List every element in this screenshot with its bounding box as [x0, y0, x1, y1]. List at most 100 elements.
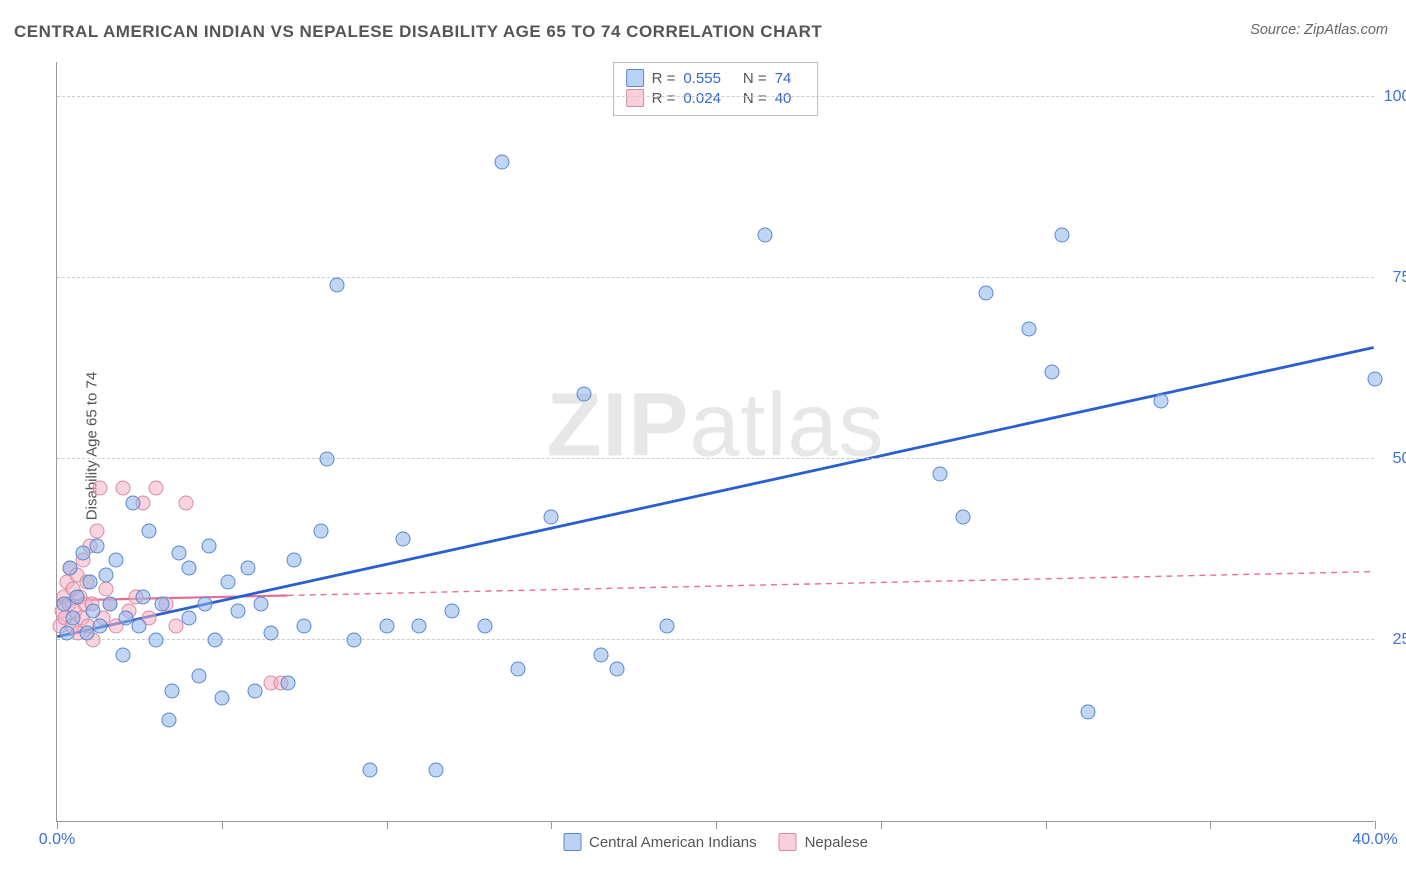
data-point-blue: [69, 589, 84, 604]
data-point-blue: [758, 227, 773, 242]
n-value: 74: [775, 70, 792, 87]
r-value: 0.024: [683, 90, 721, 107]
data-point-blue: [191, 669, 206, 684]
data-point-blue: [610, 662, 625, 677]
x-tick: [57, 821, 58, 829]
data-point-blue: [214, 690, 229, 705]
data-point-blue: [412, 618, 427, 633]
data-point-blue: [313, 524, 328, 539]
data-point-blue: [1054, 227, 1069, 242]
data-point-blue: [933, 466, 948, 481]
x-tick: [222, 821, 223, 829]
data-point-blue: [181, 560, 196, 575]
data-point-blue: [102, 596, 117, 611]
data-point-pink: [92, 481, 107, 496]
data-point-blue: [165, 683, 180, 698]
data-point-blue: [115, 647, 130, 662]
trend-line: [288, 572, 1374, 596]
data-point-blue: [1045, 365, 1060, 380]
r-label: R =: [652, 70, 676, 87]
source-attribution: Source: ZipAtlas.com: [1250, 22, 1388, 38]
grid-line: [57, 458, 1374, 459]
data-point-blue: [208, 633, 223, 648]
r-label: R =: [652, 90, 676, 107]
grid-line: [57, 277, 1374, 278]
data-point-blue: [979, 285, 994, 300]
r-value: 0.555: [683, 70, 721, 87]
data-point-blue: [89, 538, 104, 553]
legend-series: Central American Indians Nepalese: [563, 833, 868, 851]
data-point-blue: [494, 155, 509, 170]
data-point-blue: [1153, 394, 1168, 409]
legend-swatch: [626, 89, 644, 107]
x-tick-label: 40.0%: [1352, 831, 1397, 849]
data-point-blue: [428, 763, 443, 778]
legend-item: Nepalese: [779, 833, 868, 851]
data-point-pink: [148, 481, 163, 496]
y-tick-label: 50.0%: [1393, 450, 1406, 468]
data-point-blue: [280, 676, 295, 691]
data-point-blue: [1081, 705, 1096, 720]
legend-swatch: [626, 69, 644, 87]
data-point-pink: [89, 524, 104, 539]
data-point-blue: [198, 596, 213, 611]
data-point-blue: [1022, 321, 1037, 336]
x-tick: [881, 821, 882, 829]
data-point-pink: [115, 481, 130, 496]
data-point-blue: [264, 625, 279, 640]
data-point-blue: [593, 647, 608, 662]
data-point-blue: [241, 560, 256, 575]
data-point-blue: [247, 683, 262, 698]
data-point-blue: [1368, 372, 1383, 387]
data-point-pink: [178, 495, 193, 510]
data-point-pink: [99, 582, 114, 597]
x-tick: [551, 821, 552, 829]
chart-title: CENTRAL AMERICAN INDIAN VS NEPALESE DISA…: [14, 22, 822, 42]
scatter-plot: ZIPatlas R =0.555N =74R =0.024N =40 Cent…: [56, 62, 1374, 822]
data-point-blue: [445, 604, 460, 619]
n-value: 40: [775, 90, 792, 107]
legend-stat-row: R = 0.024 N = 40: [626, 89, 806, 107]
x-tick: [1046, 821, 1047, 829]
data-point-blue: [363, 763, 378, 778]
data-point-blue: [221, 575, 236, 590]
data-point-blue: [478, 618, 493, 633]
data-point-blue: [297, 618, 312, 633]
legend-item: Central American Indians: [563, 833, 757, 851]
legend-stat-row: R = 0.555 N = 74: [626, 69, 806, 87]
y-tick-label: 100.0%: [1384, 88, 1406, 106]
data-point-blue: [577, 386, 592, 401]
data-point-blue: [66, 611, 81, 626]
data-point-blue: [148, 633, 163, 648]
data-point-blue: [330, 278, 345, 293]
data-point-blue: [201, 538, 216, 553]
data-point-blue: [254, 596, 269, 611]
data-point-blue: [395, 531, 410, 546]
n-label: N =: [743, 70, 767, 87]
data-point-blue: [287, 553, 302, 568]
legend-label: Central American Indians: [589, 834, 757, 851]
legend-stats: R = 0.555 N = 74 R = 0.024 N = 40: [613, 62, 819, 116]
data-point-blue: [659, 618, 674, 633]
n-label: N =: [743, 90, 767, 107]
data-point-blue: [59, 625, 74, 640]
data-point-blue: [125, 495, 140, 510]
data-point-blue: [82, 575, 97, 590]
legend-swatch: [779, 833, 797, 851]
watermark: ZIPatlas: [546, 375, 884, 478]
x-tick-label: 0.0%: [39, 831, 75, 849]
data-point-blue: [109, 553, 124, 568]
data-point-blue: [132, 618, 147, 633]
x-tick: [1375, 821, 1376, 829]
data-point-blue: [320, 452, 335, 467]
x-tick: [1210, 821, 1211, 829]
grid-line: [57, 639, 1374, 640]
data-point-blue: [142, 524, 157, 539]
data-point-blue: [171, 546, 186, 561]
legend-swatch: [563, 833, 581, 851]
data-point-blue: [231, 604, 246, 619]
data-point-blue: [135, 589, 150, 604]
data-point-blue: [511, 662, 526, 677]
data-point-blue: [162, 712, 177, 727]
data-point-blue: [346, 633, 361, 648]
